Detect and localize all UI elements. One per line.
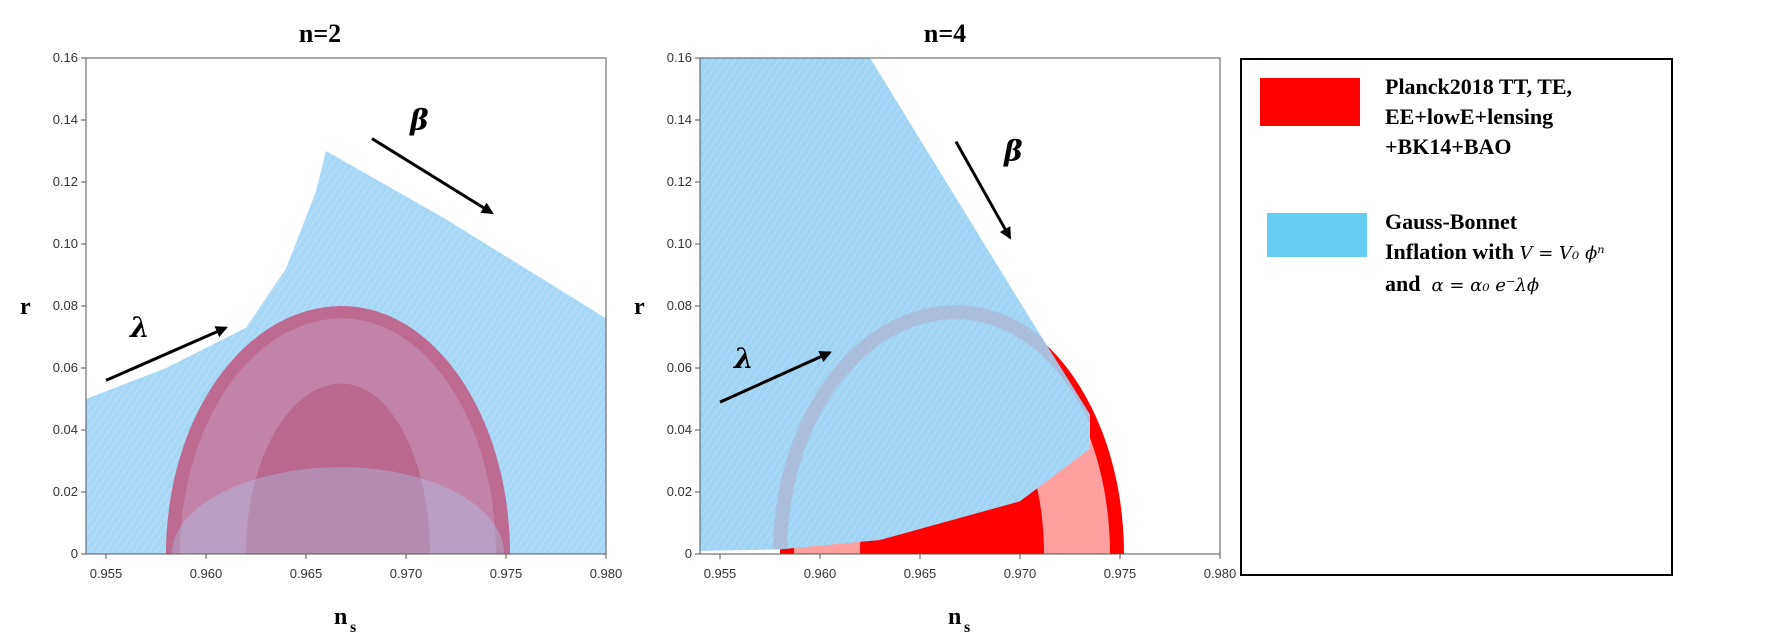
y-tick-label: 0.10: [53, 236, 78, 251]
x-tick-label: 0.955: [90, 566, 123, 581]
legend-line: Planck2018 TT, TE,: [1385, 74, 1573, 99]
x-tick-label: 0.980: [590, 566, 623, 581]
x-tick-label: 0.965: [904, 566, 937, 581]
planck-1sigma-fill: [246, 383, 430, 554]
x-tick-label: 0.975: [490, 566, 523, 581]
x-axis-label-subscript: s: [350, 619, 356, 636]
panel-n4: n=4 0 0.02 0.04 0.06 0.08 0.10 0.12 0.14 0.16 0.9…: [634, 19, 1236, 636]
panel-title: n=4: [924, 19, 966, 48]
legend-line: EE+lowE+lensing: [1385, 104, 1554, 129]
legend-math: α = α₀ e⁻λϕ: [1431, 275, 1540, 296]
legend-line: Gauss-Bonnet: [1385, 209, 1518, 234]
x-tick-label: 0.970: [1004, 566, 1037, 581]
panel-title: n=2: [299, 19, 341, 48]
y-tick-label: 0.16: [53, 50, 78, 65]
y-tick-label: 0.12: [53, 174, 78, 189]
legend-swatch-planck: [1260, 78, 1360, 126]
annotation-arrow: [719, 351, 832, 404]
y-tick-label: 0: [685, 546, 692, 561]
x-tick-label: 0.980: [1204, 566, 1237, 581]
y-tick-label: 0.02: [667, 484, 692, 499]
legend: Planck2018 TT, TE, EE+lowE+lensing +BK14…: [1240, 58, 1673, 576]
y-tick-label: 0.16: [667, 50, 692, 65]
planck-contours: [166, 306, 510, 554]
annotation-label: β: [409, 103, 429, 136]
legend-label-planck: Planck2018 TT, TE, EE+lowE+lensing +BK14…: [1385, 72, 1572, 162]
x-tick-label: 0.965: [290, 566, 323, 581]
x-tick-label: 0.960: [190, 566, 223, 581]
y-tick-label: 0: [71, 546, 78, 561]
legend-text: Inflation with: [1385, 239, 1514, 264]
annotation-arrow: [954, 140, 1012, 240]
y-axis-label: r: [634, 294, 645, 320]
annotations: λβ: [719, 134, 1023, 404]
y-tick-label: 0.10: [667, 236, 692, 251]
legend-line: and α = α₀ e⁻λϕ: [1385, 269, 1605, 301]
annotations: λβ: [105, 103, 494, 382]
planck-ghost-contour: [773, 305, 1090, 551]
panel-n2: n=2 0 0.02 0.04 0.06 0.08 0.10 0.12 0.14 0.16 0.9…: [20, 19, 622, 636]
x-tick-label: 0.960: [804, 566, 837, 581]
y-tick-label: 0.12: [667, 174, 692, 189]
x-tick-label: 0.955: [704, 566, 737, 581]
legend-text: and: [1385, 271, 1421, 296]
x-axis-label: n: [948, 604, 961, 630]
axes: 0 0.02 0.04 0.06 0.08 0.10 0.12 0.14 0.16 0.955 0.…: [20, 50, 622, 636]
y-tick-label: 0.14: [667, 112, 692, 127]
y-tick-label: 0.06: [667, 360, 692, 375]
y-tick-label: 0.06: [53, 360, 78, 375]
y-tick-label: 0.04: [667, 422, 692, 437]
x-tick-label: 0.975: [1104, 566, 1137, 581]
gb-hatch: [700, 58, 1090, 551]
x-axis-label: n: [334, 604, 347, 630]
planck-fade-overlay: [172, 467, 504, 554]
annotation-label: β: [1003, 134, 1023, 167]
legend-swatch-gauss-bonnet: [1267, 213, 1367, 257]
legend-math: V = V₀ ϕⁿ: [1519, 243, 1605, 264]
legend-line: +BK14+BAO: [1385, 134, 1512, 159]
annotation-arrow: [371, 137, 494, 215]
y-tick-label: 0.04: [53, 422, 78, 437]
x-tick-label: 0.970: [390, 566, 423, 581]
legend-line: Inflation with V = V₀ ϕⁿ: [1385, 237, 1605, 269]
annotation-label: λ: [129, 311, 150, 344]
y-tick-label: 0.08: [53, 298, 78, 313]
axes: 0 0.02 0.04 0.06 0.08 0.10 0.12 0.14 0.16 0.955 0.…: [634, 50, 1236, 636]
annotation-label: λ: [733, 342, 754, 375]
y-axis-label: r: [20, 294, 31, 320]
annotation-arrow: [105, 326, 228, 382]
y-tick-label: 0.08: [667, 298, 692, 313]
x-axis-label-subscript: s: [964, 619, 970, 636]
legend-label-gauss-bonnet: Gauss-Bonnet Inflation with V = V₀ ϕⁿ an…: [1385, 207, 1605, 301]
y-tick-label: 0.02: [53, 484, 78, 499]
gauss-bonnet-region: [700, 58, 1090, 551]
y-tick-label: 0.14: [53, 112, 78, 127]
